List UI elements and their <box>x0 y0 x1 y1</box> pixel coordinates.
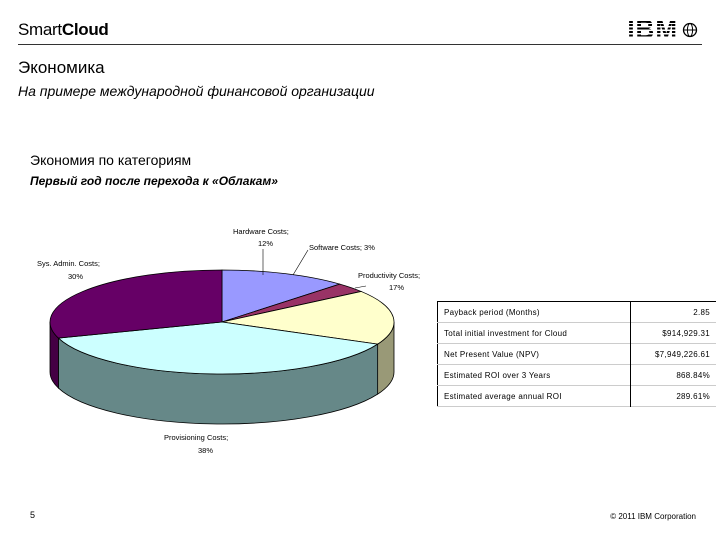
metric-label: Payback period (Months) <box>437 301 631 323</box>
slice-label-productivity: Productivity Costs; <box>358 271 420 280</box>
metric-value: $914,929.31 <box>662 328 710 338</box>
pie-slice-hardware <box>221 269 342 323</box>
table-row: Estimated ROI over 3 Years 868.84% <box>437 364 716 386</box>
metric-value: 289.61% <box>676 391 710 401</box>
metric-value: $7,949,226.61 <box>654 349 710 359</box>
slice-value-sysadmin: 30% <box>68 272 83 281</box>
page-subtitle: На примере международной финансовой орга… <box>18 83 375 99</box>
globe-icon <box>682 22 698 37</box>
page-number: 5 <box>30 510 36 520</box>
metric-label: Total initial investment for Cloud <box>437 322 631 344</box>
ibm-logo-text: IBM <box>627 14 678 44</box>
slice-label-provisioning: Provisioning Costs; <box>164 433 228 442</box>
metric-value: 2.85 <box>693 307 710 317</box>
pie-slice-productivity <box>221 291 395 345</box>
table-row: Payback period (Months) 2.85 <box>437 301 716 323</box>
header-divider <box>18 44 702 45</box>
slice-value-productivity: 17% <box>389 283 404 292</box>
table-row: Total initial investment for Cloud $914,9… <box>437 322 716 344</box>
roi-metrics-table: Payback period (Months) 2.85 Total initial… <box>437 301 716 407</box>
section-subtitle: Первый год после перехода к «Облакам» <box>30 174 278 188</box>
pie-slice-sysadmin <box>49 269 223 339</box>
metric-value: 868.84% <box>676 370 710 380</box>
metric-label: Estimated ROI over 3 Years <box>437 364 631 386</box>
pie-slice-provisioning <box>57 321 379 375</box>
ibm-logo: IBM <box>627 14 698 45</box>
page-title: Экономика <box>18 58 105 77</box>
metric-label: Estimated average annual ROI <box>437 385 631 407</box>
brand-light: Smart <box>18 20 62 39</box>
slice-value-provisioning: 38% <box>198 446 213 455</box>
brand-bold: Cloud <box>61 20 109 39</box>
slice-value-hardware: 12% <box>258 239 273 248</box>
slice-label-sysadmin: Sys. Admin. Costs; <box>37 259 100 268</box>
smartcloud-logo: SmartCloud <box>18 20 109 40</box>
table-row: Estimated average annual ROI 289.61% <box>437 385 716 407</box>
copyright: © 2011 IBM Corporation <box>610 512 696 521</box>
metric-label: Net Present Value (NPV) <box>437 343 631 365</box>
section-title: Экономия по категориям <box>30 152 192 168</box>
table-row: Net Present Value (NPV) $7,949,226.61 <box>437 343 716 365</box>
slice-label-hardware: Hardware Costs; <box>233 227 289 236</box>
slice-label-software: Software Costs; 3% <box>309 243 375 252</box>
